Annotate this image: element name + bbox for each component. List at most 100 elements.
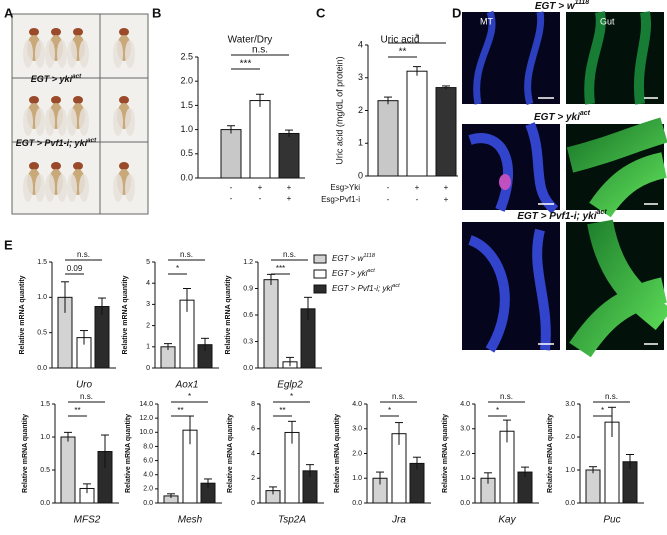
y-tick-label: 0.9 bbox=[243, 285, 253, 292]
significance-label: ** bbox=[399, 47, 407, 58]
y-axis-label: Uric acid (mg/dL of protein) bbox=[334, 56, 344, 164]
x-axis-label: MFS2 bbox=[74, 515, 101, 526]
y-tick-label: 2.0 bbox=[180, 76, 193, 86]
chart-title: Water/Dry bbox=[228, 35, 273, 46]
y-tick-label: 0.0 bbox=[180, 172, 193, 182]
x-axis-label: Aox1 bbox=[175, 380, 199, 391]
label-text: EGT > Pvf1-i; yki bbox=[332, 284, 392, 293]
y-tick-label: 1.0 bbox=[180, 124, 193, 134]
significance-label: n.s. bbox=[77, 250, 90, 259]
y-tick-label: 0.5 bbox=[37, 330, 47, 337]
significance-label: n.s. bbox=[392, 392, 405, 401]
y-tick-label: 8 bbox=[251, 401, 255, 408]
y-tick-label: 5 bbox=[146, 259, 150, 266]
y-tick-label: 1.0 bbox=[565, 467, 575, 474]
x-axis-label: Tsp2A bbox=[278, 515, 306, 526]
y-tick-label: 2.5 bbox=[180, 51, 193, 61]
y-axis-label: Relative mRNA quantity bbox=[547, 414, 554, 493]
x-axis-label: Mesh bbox=[178, 515, 203, 526]
column-label: Gut bbox=[600, 16, 615, 26]
label-superscript: 1118 bbox=[575, 0, 590, 6]
label-text: EGT > yki bbox=[31, 74, 73, 84]
y-tick-label: 0 bbox=[146, 365, 150, 372]
x-axis-label: Uro bbox=[76, 380, 93, 391]
bar bbox=[60, 436, 76, 504]
legend-entry: EGT > w1118 bbox=[332, 253, 376, 263]
y-tick-label: 6.0 bbox=[143, 457, 153, 464]
label-text: EGT > Pvf1-i; yki bbox=[16, 138, 88, 148]
panel-label: D bbox=[452, 5, 461, 20]
bar bbox=[435, 87, 457, 177]
significance-label: ** bbox=[279, 406, 285, 415]
y-axis-label: Relative mRNA quantity bbox=[442, 414, 449, 493]
condition-sign: - bbox=[230, 194, 233, 203]
y-tick-label: 12.0 bbox=[139, 415, 153, 422]
bar bbox=[94, 306, 110, 369]
y-tick-label: 0.3 bbox=[243, 338, 253, 345]
bar bbox=[406, 70, 428, 177]
y-tick-label: 0.0 bbox=[40, 500, 50, 507]
y-tick-label: 0.0 bbox=[460, 500, 470, 507]
y-axis-label: Relative mRNA quantity bbox=[122, 275, 129, 354]
legend-swatch bbox=[313, 254, 327, 264]
significance-label: * bbox=[601, 406, 604, 415]
y-tick-label: 1.2 bbox=[243, 259, 253, 266]
y-tick-label: 4.0 bbox=[460, 401, 470, 408]
x-axis-label: Puc bbox=[603, 515, 620, 526]
significance-label: * bbox=[388, 406, 391, 415]
condition-sign: + bbox=[415, 183, 420, 192]
row-title: EGT > ykiact bbox=[534, 110, 591, 122]
bar bbox=[278, 132, 300, 179]
y-tick-label: 2.0 bbox=[565, 434, 575, 441]
y-tick-label: 0.5 bbox=[40, 467, 50, 474]
legend-entry: EGT > ykiact bbox=[332, 268, 375, 278]
y-tick-label: 14.0 bbox=[139, 401, 153, 408]
significance-label: * bbox=[415, 33, 419, 44]
label-text: EGT > Pvf1-i; yki bbox=[517, 211, 596, 222]
y-tick-label: 3 bbox=[146, 301, 150, 308]
y-tick-label: 0.0 bbox=[143, 500, 153, 507]
label-superscript: act bbox=[597, 209, 608, 216]
label-text: EGT > yki bbox=[534, 112, 580, 123]
bar bbox=[585, 469, 601, 504]
y-tick-label: 2 bbox=[146, 322, 150, 329]
y-tick-label: 1.5 bbox=[180, 100, 193, 110]
y-tick-label: 1.0 bbox=[460, 475, 470, 482]
row-title: EGT > Pvf1-i; ykiact bbox=[517, 209, 607, 221]
label-superscript: act bbox=[72, 73, 82, 80]
label-superscript: act bbox=[580, 110, 591, 117]
y-tick-label: 1.5 bbox=[40, 401, 50, 408]
photo-caption: EGT > Pvf1-i; ykiact bbox=[16, 137, 97, 148]
significance-label: *** bbox=[276, 264, 285, 273]
chart-title: Uric acid bbox=[381, 35, 420, 46]
panel-label: B bbox=[152, 5, 161, 20]
significance-label: n.s. bbox=[283, 250, 296, 259]
significance-label: n.s. bbox=[80, 392, 93, 401]
significance-label: *** bbox=[240, 59, 252, 70]
y-tick-label: 2.0 bbox=[143, 486, 153, 493]
label-superscript: act bbox=[392, 283, 400, 289]
panel-labels: A B C D E bbox=[4, 5, 461, 252]
x-axis-label: Jra bbox=[391, 515, 406, 526]
label-text: EGT > w bbox=[332, 254, 365, 263]
y-tick-label: 8.0 bbox=[143, 443, 153, 450]
y-tick-label: 3 bbox=[358, 72, 363, 82]
bar bbox=[249, 100, 271, 179]
significance-label: n.s. bbox=[252, 45, 268, 56]
y-tick-label: 1 bbox=[358, 138, 363, 148]
y-tick-label: 0.0 bbox=[243, 365, 253, 372]
y-tick-label: 3.0 bbox=[352, 426, 362, 433]
y-tick-label: 6 bbox=[251, 426, 255, 433]
significance-label: * bbox=[188, 392, 191, 401]
y-axis-label: Relative mRNA quantity bbox=[225, 275, 232, 354]
y-tick-label: 2 bbox=[358, 105, 363, 115]
y-tick-label: 4.0 bbox=[352, 401, 362, 408]
condition-sign: - bbox=[416, 195, 419, 204]
x-axis-label: Kay bbox=[498, 515, 516, 526]
label-text: EGT > yki bbox=[332, 269, 368, 278]
y-tick-label: 2 bbox=[251, 475, 255, 482]
y-tick-label: 0.0 bbox=[565, 500, 575, 507]
significance-label: * bbox=[176, 264, 179, 273]
y-axis-label: Relative mRNA quantity bbox=[227, 414, 234, 493]
